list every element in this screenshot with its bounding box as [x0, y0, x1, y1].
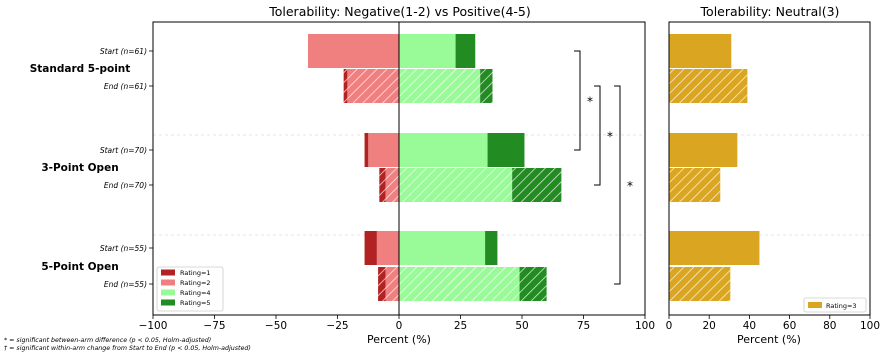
- legend-label: Rating=3: [826, 302, 857, 310]
- significance-brackets: * * *: [574, 50, 633, 285]
- group-label: 3-Point Open: [41, 162, 118, 174]
- bar-rating5: [455, 34, 476, 68]
- bar-rating3: [669, 34, 732, 68]
- significance-bracket: [614, 85, 621, 285]
- row-label: Start (n=61): [100, 47, 147, 56]
- neutral-panel: Tolerability: Neutral(3) 0 20 40 60 80 100 Pe…: [666, 4, 880, 346]
- x-tick-label: −100: [139, 320, 168, 332]
- footnote-within-arm: † = significant within-arm change from S…: [4, 344, 251, 352]
- right-x-ticks: 0 20 40 60 80 100: [666, 315, 880, 332]
- legend-box: [803, 297, 867, 313]
- bar-rating5: [485, 231, 498, 265]
- x-tick-label: 60: [783, 320, 796, 332]
- legend-swatch: [161, 269, 175, 276]
- bar-rating1-hatch: [378, 267, 386, 301]
- bar-rating4-hatch: [399, 267, 520, 301]
- row-label: End (n=61): [104, 82, 147, 91]
- significance-bracket: [574, 50, 581, 151]
- significance-mark: *: [587, 95, 593, 109]
- right-plot-frame: [668, 21, 871, 316]
- legend-swatch: [161, 279, 175, 286]
- bar-rating1: [364, 231, 377, 265]
- bar-rating2: [307, 34, 399, 68]
- x-tick-label: −50: [265, 320, 287, 332]
- bar-rating3: [669, 133, 738, 167]
- row-label: Start (n=55): [100, 244, 147, 253]
- x-tick-label: 50: [515, 320, 528, 332]
- group-label: Standard 5-point: [30, 63, 131, 75]
- bar-rating3-hatch: [669, 168, 721, 202]
- bar-rating3: [669, 231, 760, 265]
- x-tick-label: 75: [577, 320, 590, 332]
- bar-rating4: [399, 133, 488, 167]
- right-x-axis-label: Percent (%): [737, 333, 801, 346]
- left-group-labels: Standard 5-point 3-Point Open 5-Point Open: [30, 63, 131, 273]
- bar-rating5-hatch: [480, 69, 493, 103]
- right-legend: Rating=3: [803, 297, 867, 313]
- bar-rating5-hatch: [512, 168, 562, 202]
- left-bars: [307, 34, 562, 301]
- x-tick-label: 40: [743, 320, 756, 332]
- bar-rating2: [368, 133, 399, 167]
- group-label: 5-Point Open: [41, 261, 118, 273]
- significance-bracket: [594, 85, 601, 186]
- row-label: End (n=70): [104, 181, 147, 190]
- x-tick-label: −75: [203, 320, 225, 332]
- bar-rating3-hatch: [669, 69, 748, 103]
- bar-rating4: [399, 231, 486, 265]
- significance-mark: *: [607, 130, 613, 144]
- left-row-labels: Start (n=61) End (n=61) Start (n=70) End (n…: [100, 47, 153, 289]
- bar-rating2: [376, 231, 399, 265]
- x-tick-label: 25: [454, 320, 467, 332]
- x-tick-label: 100: [635, 320, 655, 332]
- bar-rating2-hatch: [347, 69, 399, 103]
- bar-rating5: [487, 133, 525, 167]
- bar-rating2-hatch: [385, 168, 399, 202]
- x-tick-label: −25: [326, 320, 348, 332]
- footnote-between-arm: * = significant between-arm difference (…: [4, 336, 211, 344]
- bar-rating4-hatch: [399, 168, 513, 202]
- bar-rating1: [364, 133, 369, 167]
- legend-label: Rating=4: [180, 289, 211, 297]
- legend-label: Rating=1: [180, 269, 211, 277]
- bar-rating5-hatch: [519, 267, 547, 301]
- significance-mark: *: [627, 179, 633, 193]
- row-label: Start (n=70): [100, 146, 147, 155]
- legend-label: Rating=2: [180, 279, 211, 287]
- diverging-panel: Tolerability: Negative(1-2) vs Positive(…: [30, 4, 655, 346]
- right-bars: [669, 34, 760, 301]
- left-x-ticks: −100 −75 −50 −25 0 25 50 75 100: [139, 315, 655, 332]
- row-label: End (n=55): [104, 280, 147, 289]
- bar-rating1-hatch: [343, 69, 348, 103]
- x-tick-label: 0: [396, 320, 403, 332]
- legend-swatch: [161, 299, 175, 306]
- left-chart-title: Tolerability: Negative(1-2) vs Positive(…: [268, 4, 531, 19]
- x-tick-label: 100: [860, 320, 880, 332]
- bar-rating3-hatch: [669, 267, 731, 301]
- x-tick-label: 20: [703, 320, 716, 332]
- legend-swatch: [161, 289, 175, 296]
- legend-label: Rating=5: [180, 299, 211, 307]
- right-chart-title: Tolerability: Neutral(3): [700, 4, 840, 19]
- left-x-axis-label: Percent (%): [367, 333, 431, 346]
- x-tick-label: 0: [666, 320, 673, 332]
- x-tick-label: 80: [823, 320, 836, 332]
- bar-rating1-hatch: [379, 168, 386, 202]
- legend-swatch: [808, 302, 822, 308]
- bar-rating2-hatch: [385, 267, 399, 301]
- left-legend: Rating=1 Rating=2 Rating=4 Rating=5: [156, 266, 224, 312]
- bar-rating4-hatch: [399, 69, 481, 103]
- bar-rating4: [399, 34, 456, 68]
